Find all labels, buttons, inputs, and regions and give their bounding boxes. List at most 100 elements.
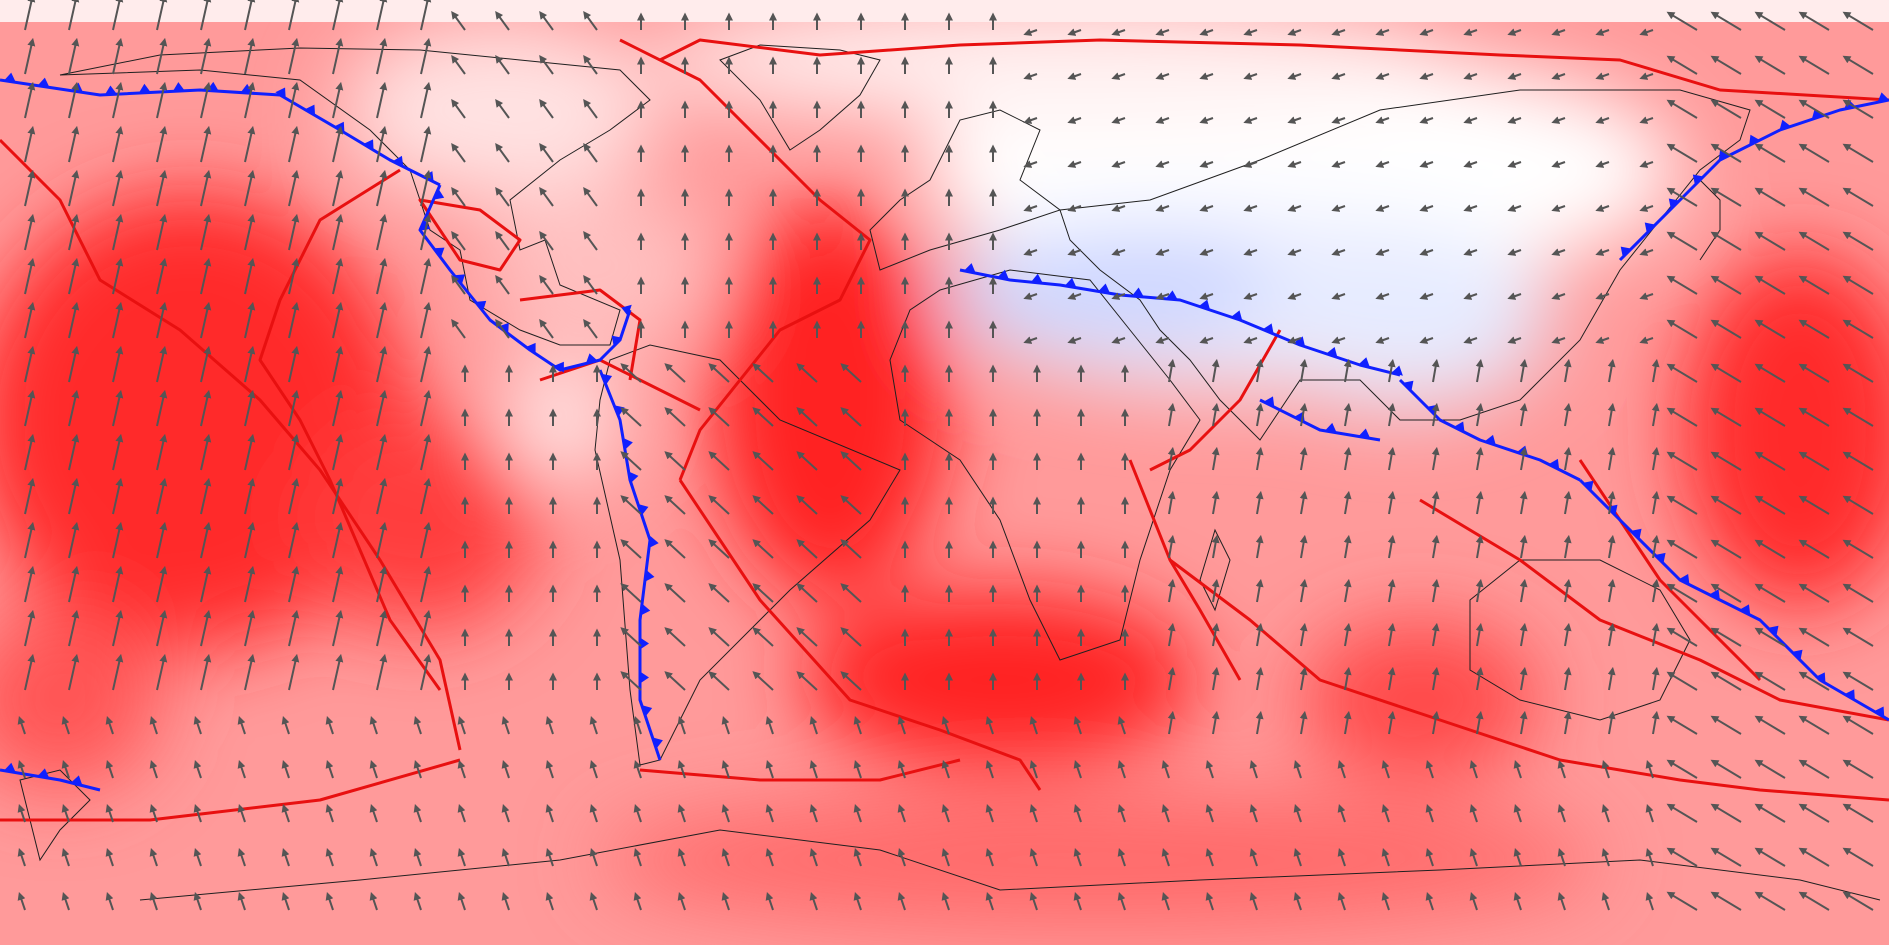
velocity-arrow: [1666, 583, 1698, 603]
velocity-arrow: [796, 363, 818, 383]
velocity-arrow: [664, 539, 686, 559]
velocity-arrow: [1651, 534, 1660, 559]
velocity-arrow: [1798, 99, 1830, 119]
velocity-arrow: [620, 363, 642, 383]
velocity-arrow: [1111, 248, 1126, 256]
velocity-arrow: [451, 230, 466, 251]
velocity-arrow: [1754, 99, 1786, 119]
velocity-arrow: [1287, 116, 1302, 124]
velocity-arrow: [1419, 160, 1434, 168]
velocity-arrow: [149, 804, 158, 823]
boundary-mid-atlantic-south: [678, 479, 1042, 791]
velocity-arrow: [1205, 760, 1214, 779]
velocity-arrow: [545, 716, 554, 735]
velocity-arrow: [200, 653, 212, 691]
subduction-triangle: [1165, 290, 1178, 300]
velocity-arrow: [1211, 358, 1220, 383]
velocity-arrow: [1754, 627, 1786, 647]
subduction-triangle: [553, 361, 564, 373]
velocity-arrow: [1666, 847, 1698, 867]
velocity-arrow: [288, 169, 300, 207]
velocity-arrow: [1651, 358, 1660, 383]
velocity-arrow: [17, 892, 26, 911]
velocity-arrow: [1607, 358, 1616, 383]
subduction-triangle: [1749, 134, 1760, 146]
velocity-arrow: [369, 760, 378, 779]
velocity-arrow: [376, 0, 388, 31]
velocity-arrow: [1601, 804, 1610, 823]
velocity-arrow: [1425, 804, 1434, 823]
velocity-arrow: [633, 716, 642, 735]
velocity-arrow: [1155, 28, 1170, 36]
velocity-arrow: [244, 169, 256, 207]
velocity-arrow: [1211, 666, 1220, 691]
velocity-arrow: [1651, 446, 1660, 471]
boundary-nazca-cocos: [539, 358, 701, 412]
velocity-arrow: [941, 848, 950, 867]
subduction-triangle: [70, 775, 83, 786]
velocity-arrow: [1754, 55, 1786, 75]
velocity-arrow: [420, 0, 432, 31]
velocity-arrow: [376, 653, 388, 691]
velocity-arrow: [244, 609, 256, 647]
subduction-triangle: [640, 603, 651, 616]
velocity-arrow: [1211, 622, 1220, 647]
velocity-arrow: [1507, 72, 1522, 80]
velocity-arrow: [809, 892, 818, 911]
velocity-arrow: [1375, 28, 1390, 36]
subduction-triangle: [1131, 287, 1144, 297]
velocity-arrow: [420, 433, 432, 471]
velocity-arrow: [457, 892, 466, 911]
velocity-arrow: [765, 848, 774, 867]
velocity-arrow: [1117, 804, 1126, 823]
velocity-arrow: [1205, 892, 1214, 911]
velocity-arrow: [24, 81, 36, 119]
velocity-arrow: [325, 804, 334, 823]
velocity-arrow: [1293, 760, 1302, 779]
velocity-arrow: [840, 539, 862, 559]
velocity-arrow: [24, 609, 36, 647]
velocity-arrow: [620, 583, 642, 603]
velocity-arrow: [1029, 804, 1038, 823]
velocity-arrow: [765, 804, 774, 823]
velocity-arrow: [156, 125, 168, 163]
velocity-arrow: [1249, 892, 1258, 911]
velocity-arrow: [68, 257, 80, 295]
velocity-arrow: [1331, 292, 1346, 300]
velocity-arrow: [1607, 666, 1616, 691]
subduction-triangle: [1263, 396, 1275, 408]
velocity-arrow: [495, 318, 510, 339]
velocity-arrow: [1710, 495, 1742, 515]
velocity-arrow: [1199, 160, 1214, 168]
coast-antarctica: [139, 829, 1881, 901]
velocity-arrow: [495, 10, 510, 31]
velocity-arrow: [156, 477, 168, 515]
velocity-arrow: [1425, 848, 1434, 867]
subduction-mediterranean-himalaya: [959, 268, 1401, 377]
velocity-arrow: [1331, 72, 1346, 80]
velocity-arrow: [451, 142, 466, 163]
velocity-arrow: [1293, 804, 1302, 823]
velocity-arrow: [1287, 28, 1302, 36]
velocity-arrow: [200, 433, 212, 471]
velocity-arrow: [237, 804, 246, 823]
velocity-arrow: [1607, 622, 1616, 647]
velocity-arrow: [1754, 715, 1786, 735]
velocity-arrow: [1199, 336, 1214, 344]
velocity-arrow: [583, 230, 598, 251]
velocity-arrow: [413, 892, 422, 911]
velocity-arrow: [1710, 759, 1742, 779]
velocity-arrow: [156, 521, 168, 559]
velocity-arrow: [68, 37, 80, 75]
velocity-arrow: [332, 37, 344, 75]
subduction-triangle: [1779, 119, 1791, 131]
velocity-arrow: [1337, 848, 1346, 867]
velocity-arrow: [112, 653, 124, 691]
velocity-arrow: [1343, 578, 1352, 603]
velocity-arrow: [1507, 160, 1522, 168]
velocity-arrow: [1419, 248, 1434, 256]
velocity-arrow: [1842, 495, 1874, 515]
velocity-arrow: [451, 186, 466, 207]
velocity-arrow: [539, 318, 554, 339]
